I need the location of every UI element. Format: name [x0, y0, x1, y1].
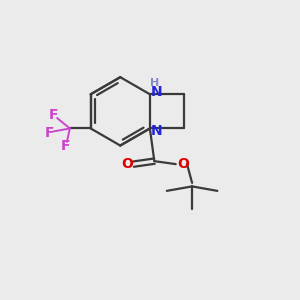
Text: F: F [61, 139, 70, 153]
Text: F: F [44, 126, 54, 140]
Text: H: H [150, 78, 159, 88]
Text: O: O [177, 157, 189, 171]
Text: O: O [121, 157, 133, 171]
Text: N: N [151, 85, 162, 99]
Text: F: F [49, 108, 58, 122]
Text: N: N [151, 124, 162, 138]
